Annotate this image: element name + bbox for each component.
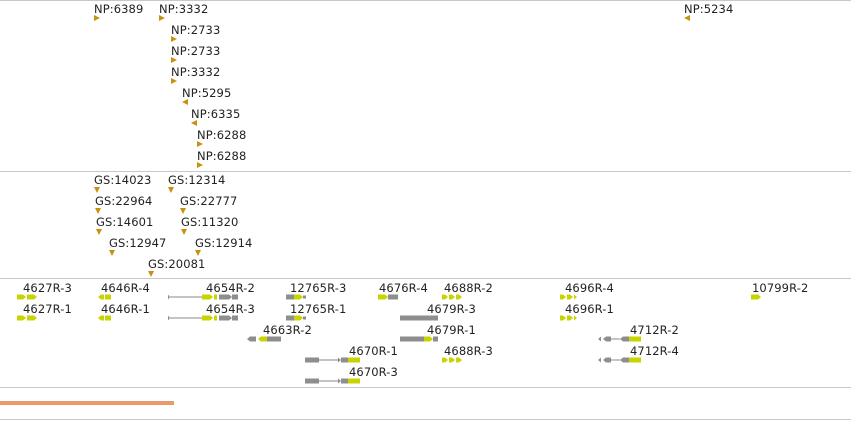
transcript-model-icon [400,315,438,321]
transcript-label: 4688R-3 [444,344,493,358]
transcript-label: 4663R-2 [263,323,312,337]
feature-marker-icon [168,187,174,193]
np-feature-label: NP:5234 [684,2,734,16]
transcript-label: 4627R-1 [23,302,72,316]
gs-feature-label: GS:12914 [195,236,253,250]
gs-feature-label: GS:14023 [94,173,152,187]
np-feature-label: NP:5295 [182,86,232,100]
transcript-model-icon [598,336,641,342]
gs-feature-track: GS:14023 GS:12314 GS:22964 GS:22777 GS:1… [0,172,851,278]
transcript-model-icon [400,336,438,342]
feature-marker-icon [197,162,203,168]
gs-feature-label: GS:12947 [109,236,167,250]
transcript-model-icon [168,294,238,300]
feature-marker-icon [148,271,154,277]
feature-marker-icon [684,15,690,21]
transcript-label: 4696R-1 [565,302,614,316]
feature-marker-icon [95,208,101,214]
feature-marker-icon [191,120,197,126]
feature-marker-icon [197,141,203,147]
feature-marker-icon [94,187,100,193]
transcript-label: 4676R-4 [379,281,428,295]
transcript-model-icon [751,294,761,300]
feature-marker-icon [171,78,177,84]
feature-marker-icon [195,250,201,256]
feature-marker-icon [94,15,100,21]
feature-marker-icon [96,229,102,235]
transcript-label: 4670R-3 [349,365,398,379]
transcript-model-icon [442,357,462,363]
np-feature-label: NP:6288 [197,149,247,163]
transcript-model-icon [305,357,360,363]
transcript-model-icon [598,357,641,363]
gs-feature-label: GS:11320 [181,215,239,229]
gs-feature-label: GS:14601 [96,215,154,229]
transcript-model-icon [98,294,111,300]
gs-feature-label: GS:12314 [168,173,226,187]
feature-marker-icon [109,250,115,256]
np-feature-label: NP:6288 [197,128,247,142]
np-feature-label: NP:3332 [171,65,221,79]
transcript-label: 4654R-2 [206,281,255,295]
transcript-model-icon [17,315,37,321]
transcript-label: 10799R-2 [752,281,809,295]
transcript-label: 4646R-1 [101,302,150,316]
transcript-model-icon [378,294,398,300]
transcript-model-icon [442,294,462,300]
transcript-label: 4696R-4 [565,281,614,295]
transcript-label: 4688R-2 [444,281,493,295]
track-divider-np-gs [0,171,851,172]
transcript-model-icon [168,315,238,321]
np-feature-label: NP:3332 [159,2,209,16]
track-divider-transcripts-scale [0,387,851,388]
transcript-model-icon [305,378,360,384]
transcript-model-icon [247,336,281,342]
feature-marker-icon [159,15,165,21]
gs-feature-label: GS:20081 [148,257,206,271]
transcript-label: 4670R-1 [349,344,398,358]
transcript-label: 4646R-4 [101,281,150,295]
transcript-label: 4712R-2 [630,323,679,337]
transcript-label: 4654R-3 [206,302,255,316]
gs-feature-label: GS:22777 [180,194,238,208]
np-feature-label: NP:2733 [171,23,221,37]
transcript-model-icon [560,294,577,300]
scale-bar [0,401,174,405]
np-feature-label: NP:2733 [171,44,221,58]
track-divider-top [0,0,851,1]
transcript-label: 12765R-3 [290,281,347,295]
transcript-model-icon [560,315,577,321]
feature-marker-icon [171,36,177,42]
transcript-track: 4627R-3 4627R-1 4646R-4 4646R-1 4654R-2 [0,279,851,387]
transcript-model-icon [98,315,111,321]
transcript-label: 4679R-1 [427,323,476,337]
feature-marker-icon [171,57,177,63]
transcript-model-icon [286,294,306,300]
np-feature-track: NP:6389 NP:3332 NP:2733 NP:2733 NP:3332 … [0,0,851,171]
np-feature-label: NP:6335 [191,107,241,121]
transcript-label: 4627R-3 [23,281,72,295]
track-divider-gs-transcripts [0,278,851,279]
gs-feature-label: GS:22964 [95,194,153,208]
transcript-model-icon [17,294,37,300]
transcript-label: 4679R-3 [427,302,476,316]
transcript-label: 4712R-4 [630,344,679,358]
feature-marker-icon [182,99,188,105]
transcript-label: 12765R-1 [290,302,347,316]
transcript-model-icon [286,315,306,321]
track-divider-bottom [0,419,851,420]
feature-marker-icon [181,229,187,235]
np-feature-label: NP:6389 [94,2,144,16]
feature-marker-icon [180,208,186,214]
